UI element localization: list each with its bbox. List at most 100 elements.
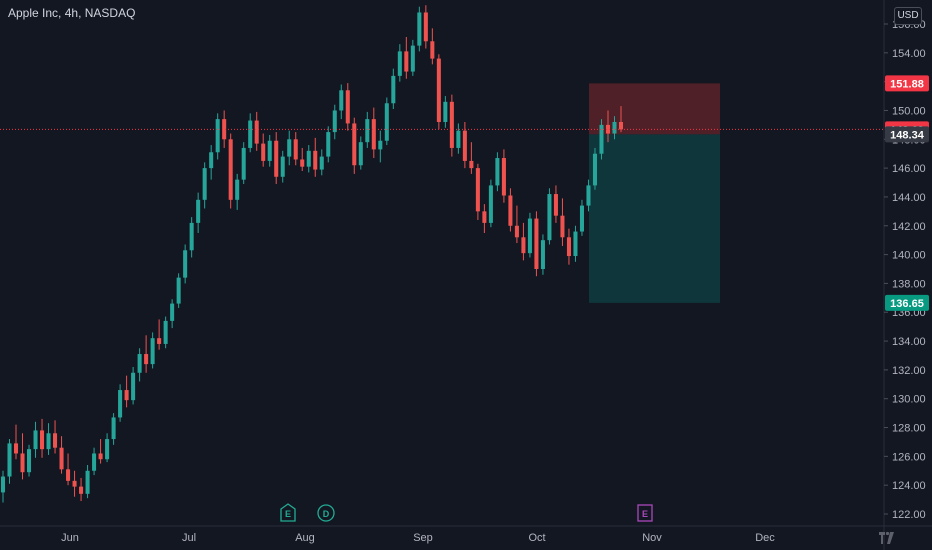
candle-body [579, 205, 584, 232]
candle-body [13, 443, 19, 454]
candle [196, 192, 201, 233]
target-price-tag-label: 136.65 [890, 298, 924, 310]
candle [170, 299, 175, 329]
candle [241, 142, 246, 184]
candle-body [85, 470, 90, 494]
candle-body [508, 195, 513, 226]
candle-body [183, 250, 188, 278]
candle [111, 413, 116, 445]
candle [618, 106, 624, 133]
candle-body [410, 45, 415, 72]
candle-body [215, 119, 220, 153]
candle-body [196, 199, 201, 223]
target-price-tag-bg [885, 294, 929, 311]
candle [176, 273, 181, 308]
candle [599, 119, 604, 160]
candle-body [235, 179, 240, 200]
candle-body [332, 110, 337, 133]
entry-price-tag-bg [885, 126, 929, 143]
candle-body [456, 130, 461, 148]
price-tick-label: 144.00 [892, 192, 926, 204]
candle-body [306, 150, 311, 167]
candle-body [482, 211, 487, 223]
price-tick-label: 126.00 [892, 451, 926, 463]
candle [339, 84, 344, 120]
candle [261, 133, 266, 167]
currency-button[interactable]: USD [894, 7, 922, 25]
candle-body [254, 120, 259, 144]
price-tick-label: 124.00 [892, 480, 926, 492]
entry-price-tag: 148.34 [885, 126, 929, 143]
candle-body [430, 41, 435, 59]
candle-body [72, 480, 77, 487]
time-tick-label: Sep [413, 532, 433, 544]
candle-body [326, 132, 331, 157]
candle [469, 142, 474, 174]
take-profit-zone [589, 134, 720, 303]
candle [313, 137, 318, 177]
candle [33, 421, 38, 458]
candle [124, 375, 129, 408]
candle-body [59, 447, 64, 470]
candle [586, 179, 591, 212]
earnings-event-icon[interactable]: E [280, 503, 296, 522]
candle [40, 418, 45, 458]
candle [579, 199, 584, 236]
candle [495, 152, 500, 192]
candle [79, 477, 84, 502]
candle-body [319, 156, 324, 170]
price-tick-label: 150.00 [892, 105, 926, 117]
candle [92, 447, 97, 476]
candle [534, 211, 539, 277]
price-tick-label: 138.00 [892, 278, 926, 290]
candle [293, 132, 298, 166]
candle [547, 188, 552, 245]
candle-body [287, 139, 292, 157]
candle-body [241, 147, 246, 180]
price-tick-label: 140.00 [892, 250, 926, 262]
candle-body [0, 476, 6, 493]
candle-body [573, 231, 578, 257]
candle [300, 147, 305, 171]
candle [209, 145, 214, 180]
price-tick-label: 128.00 [892, 423, 926, 435]
candle [59, 436, 64, 474]
candle-body [163, 320, 168, 344]
candle [163, 316, 168, 349]
candle-body [384, 103, 389, 141]
candle-body [514, 225, 519, 238]
candle-body [98, 453, 103, 460]
upcoming-earnings-icon-shape [637, 504, 653, 522]
candle [521, 222, 526, 261]
candle [397, 44, 402, 82]
candle-body [371, 119, 376, 150]
candle [235, 173, 240, 210]
candle-body [157, 338, 162, 344]
candle-body [469, 160, 474, 169]
price-tick-label: 146.00 [892, 163, 926, 175]
candle [365, 111, 370, 148]
candle-body [443, 101, 448, 122]
candle [592, 147, 597, 190]
candle [456, 123, 461, 154]
stop-loss-zone [589, 83, 720, 135]
earnings-upcoming-event-icon[interactable]: E [637, 504, 653, 522]
entry-price-tag-label: 148.34 [890, 129, 925, 141]
candle [527, 212, 532, 258]
candle-body [618, 122, 624, 130]
dividend-event-icon[interactable]: D [317, 504, 335, 522]
time-tick-label: Jun [61, 532, 79, 544]
candle-body [150, 338, 155, 365]
candle-body [553, 194, 558, 216]
price-tick-label: 122.00 [892, 509, 926, 521]
candle-body [475, 168, 480, 212]
candle [514, 205, 519, 244]
candle-body [495, 158, 500, 186]
candle [612, 116, 617, 140]
candle-body [40, 430, 45, 450]
time-tick-label: Aug [295, 532, 315, 544]
stop-price-tag-label: 151.88 [890, 78, 924, 90]
